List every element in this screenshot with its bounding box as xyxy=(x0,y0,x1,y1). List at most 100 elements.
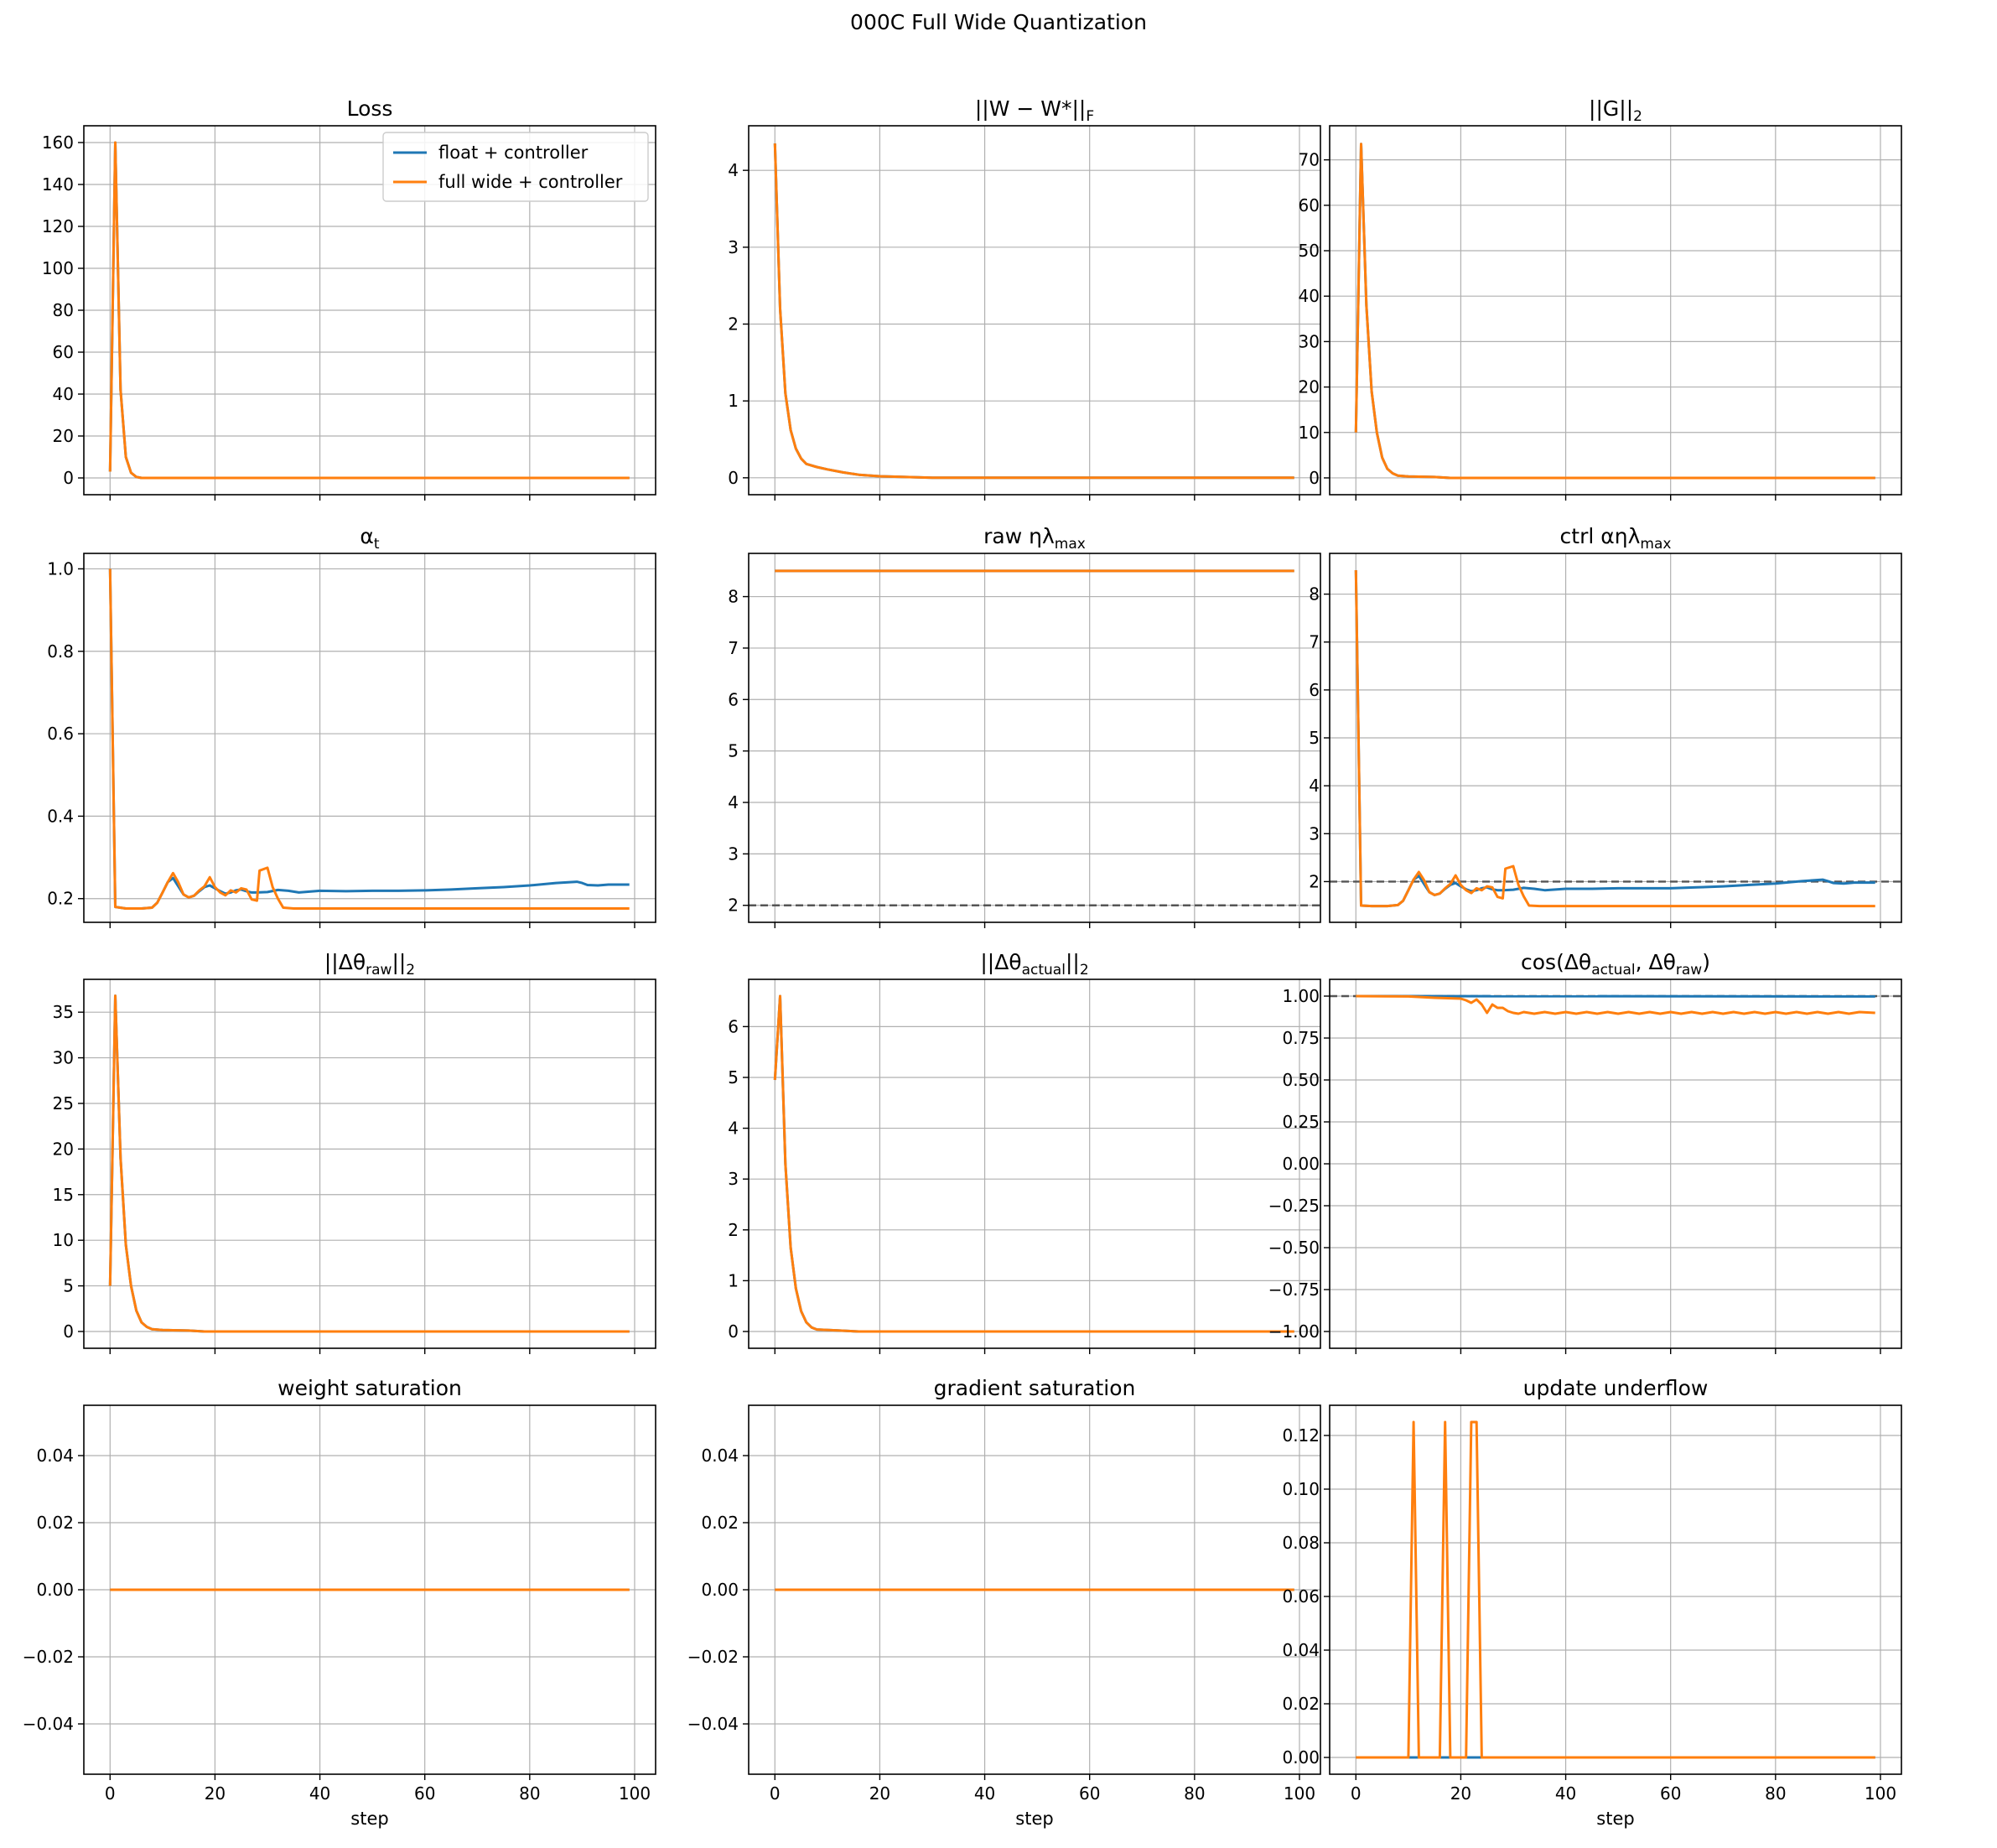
ytick-label-2: 4 xyxy=(1309,776,1320,796)
title-subscript: max xyxy=(1640,536,1671,553)
ytick-label-1: 0.4 xyxy=(47,806,74,826)
ytick-label-8: 1.00 xyxy=(1282,986,1320,1006)
panel-title: gradient saturation xyxy=(934,1376,1136,1400)
panel-1: 0 1 2 3 4 ||W − W*||F xyxy=(728,96,1321,501)
ytick-label-5: 100 xyxy=(42,258,74,278)
xtick-label-4: 80 xyxy=(1184,1783,1205,1804)
ytick-label-7: 0.75 xyxy=(1282,1028,1320,1048)
ytick-label-1: 3 xyxy=(1309,823,1320,844)
title-main: update underflow xyxy=(1523,1376,1709,1400)
series-line-1 xyxy=(773,143,1294,480)
title-close: ) xyxy=(1702,950,1710,974)
ytick-label-5: 50 xyxy=(1299,241,1320,261)
ytick-label-4: 4 xyxy=(728,160,739,180)
ytick-label-0: 0 xyxy=(728,1321,739,1342)
ytick-label-2: 0.6 xyxy=(47,724,74,744)
xtick-label-3: 60 xyxy=(1079,1783,1100,1804)
ytick-label-1: 0.02 xyxy=(1282,1694,1320,1714)
figure-suptitle: 000C Full Wide Quantization xyxy=(850,10,1147,34)
title-subscript: max xyxy=(1055,536,1086,553)
panel-title: ||W − W*||F xyxy=(975,96,1094,125)
ytick-label-0: 0.00 xyxy=(1282,1747,1320,1768)
ytick-label-2: 0.04 xyxy=(1282,1640,1320,1660)
title-main: ||G|| xyxy=(1589,96,1633,121)
ytick-label-0: −0.04 xyxy=(23,1714,74,1734)
panel-11: 0.00 0.02 0.04 0.06 0.08 0.10 0.12 0 20 40 60 80 100… xyxy=(1282,1376,1902,1829)
panel-9: −0.04 −0.02 0.00 0.02 0.04 0 20 40 60 80 100 step we… xyxy=(23,1376,656,1829)
ytick-label-2: 20 xyxy=(1299,377,1320,397)
ytick-label-3: −0.25 xyxy=(1268,1196,1320,1216)
series-line-0 xyxy=(108,994,630,1333)
panel-title: Loss xyxy=(347,96,393,121)
ytick-label-0: 0.2 xyxy=(47,889,74,909)
ytick-label-2: 0.00 xyxy=(701,1580,739,1600)
ytick-label-4: 40 xyxy=(1299,286,1320,306)
panel-4: 2 3 4 5 6 7 8 raw ηλmax xyxy=(728,524,1321,928)
legend-label-0: float + controller xyxy=(438,143,589,163)
ytick-label-7: 140 xyxy=(42,174,74,195)
legend: float + controller full wide + controller xyxy=(382,132,649,202)
title-subscript: actual xyxy=(1022,962,1066,979)
ytick-label-1: −0.02 xyxy=(23,1647,74,1667)
panel-title: ||G||2 xyxy=(1589,96,1642,125)
axes-frame xyxy=(748,553,1321,923)
ytick-label-1: 1 xyxy=(728,1270,739,1290)
xtick-label-3: 60 xyxy=(1660,1783,1681,1804)
ytick-label-5: 0.25 xyxy=(1282,1112,1320,1132)
ytick-label-4: 6 xyxy=(1309,680,1320,700)
ytick-label-2: 2 xyxy=(728,1220,739,1240)
series-line-0 xyxy=(773,994,1294,1333)
series-line-1 xyxy=(108,141,630,480)
ytick-label-4: 0.00 xyxy=(1282,1154,1320,1174)
ytick-label-6: 8 xyxy=(728,587,739,607)
ytick-label-4: 4 xyxy=(728,1119,739,1139)
x-axis-label: step xyxy=(1015,1809,1053,1829)
axes-frame xyxy=(1329,1404,1902,1775)
xtick-label-0: 0 xyxy=(770,1783,781,1804)
ytick-label-7: 70 xyxy=(1299,150,1320,170)
title-post: || xyxy=(1066,950,1080,974)
title-subscript: raw xyxy=(366,962,392,979)
ytick-label-3: 3 xyxy=(728,237,739,257)
panel-title: ||Δθraw||2 xyxy=(324,950,415,979)
title-middle: , Δθ xyxy=(1636,950,1676,974)
ytick-label-0: −0.04 xyxy=(687,1714,739,1734)
ytick-label-1: 5 xyxy=(63,1276,74,1296)
ytick-label-2: 10 xyxy=(53,1230,74,1250)
xtick-label-2: 40 xyxy=(1555,1783,1576,1804)
title-main: weight saturation xyxy=(278,1376,462,1400)
title-main: raw ηλ xyxy=(983,524,1055,548)
ytick-label-6: 6 xyxy=(728,1016,739,1036)
ytick-label-4: 0.08 xyxy=(1282,1533,1320,1553)
panel-10: −0.04 −0.02 0.00 0.02 0.04 0 20 40 60 80 100 step gr… xyxy=(687,1376,1321,1829)
ytick-label-5: 7 xyxy=(728,638,739,658)
xtick-label-5: 100 xyxy=(1284,1783,1315,1804)
xtick-label-1: 20 xyxy=(1450,1783,1471,1804)
axes-frame xyxy=(1329,125,1902,496)
title-subscript: t xyxy=(374,536,380,553)
xtick-label-0: 0 xyxy=(1351,1783,1362,1804)
ytick-label-5: 7 xyxy=(1309,632,1320,652)
panel-5: 2 3 4 5 6 7 8 ctrl αηλmax xyxy=(1309,524,1902,928)
x-axis-label: step xyxy=(350,1809,388,1829)
ytick-label-6: 60 xyxy=(1299,195,1320,215)
xtick-label-3: 60 xyxy=(414,1783,435,1804)
ytick-label-1: −0.75 xyxy=(1268,1280,1320,1300)
axes-frame xyxy=(83,553,656,923)
ytick-label-1: −0.02 xyxy=(687,1647,739,1667)
title-subscript: F xyxy=(1086,108,1094,125)
legend-box xyxy=(382,132,649,202)
ytick-label-6: 120 xyxy=(42,216,74,236)
ytick-label-3: 0.8 xyxy=(47,641,74,662)
ytick-label-3: 15 xyxy=(53,1185,74,1205)
panel-title: ctrl αηλmax xyxy=(1560,524,1672,553)
xtick-label-1: 20 xyxy=(869,1783,890,1804)
panel-8: −1.00 −0.75 −0.50 −0.25 0.00 0.25 0.50 0.75 1.00… xyxy=(1268,950,1902,1354)
ytick-label-1: 3 xyxy=(728,844,739,864)
ytick-label-0: −1.00 xyxy=(1268,1321,1320,1342)
title-main: cos(Δθ xyxy=(1521,950,1591,974)
title-main: ||Δθ xyxy=(324,950,366,974)
panel-title: weight saturation xyxy=(278,1376,462,1400)
ytick-label-4: 20 xyxy=(53,1139,74,1159)
